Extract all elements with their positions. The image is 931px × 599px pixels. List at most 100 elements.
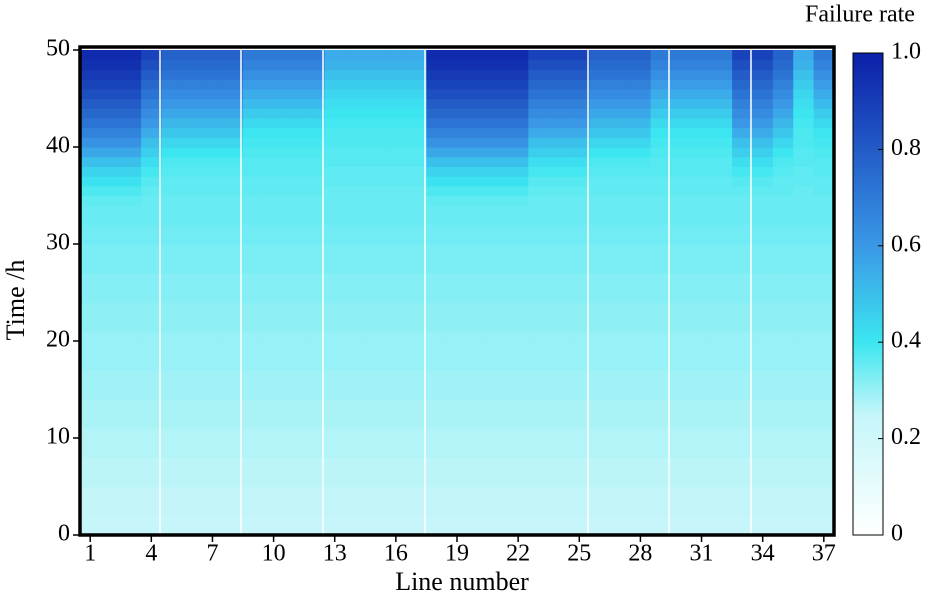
heatmap-cell [569,50,591,61]
heatmap-cell [569,467,591,478]
heatmap-cell [324,50,346,61]
heatmap-cell [263,117,285,129]
heatmap-cell [813,418,835,429]
heatmap-cell [222,457,244,468]
heatmap-cell [630,214,652,226]
heatmap-cell [446,214,468,226]
heatmap-cell [732,302,754,313]
heatmap-cell [161,438,183,449]
heatmap-cell [467,244,489,255]
heatmap-cell [100,331,122,342]
heatmap-cell [426,438,448,449]
heatmap-cell [141,379,163,391]
heatmap-cell [324,408,346,420]
heatmap-cell [772,234,794,245]
heatmap-cell [609,525,631,536]
heatmap-cell [304,399,326,410]
heatmap-cell [793,147,815,158]
heatmap-cell [507,117,529,129]
heatmap-cell [161,127,183,138]
heatmap-cell [161,108,183,119]
heatmap-cell [650,505,672,517]
heatmap-cell [507,156,529,167]
heatmap-cell [691,263,713,274]
heatmap-cell [80,234,101,245]
heatmap-cell [344,234,366,245]
heatmap-cell [589,447,611,458]
heatmap-cell [528,253,550,264]
heatmap-cell [813,408,835,420]
heatmap-cell [120,224,142,235]
heatmap-cell [793,486,815,497]
heatmap-cell [120,515,142,526]
heatmap-cell [324,69,346,80]
heatmap-cell [609,408,631,420]
heatmap-cell [385,156,407,167]
heatmap-cell [141,331,163,342]
heatmap-cell [548,50,570,61]
heatmap-cell [202,486,224,497]
heatmap-cell [446,350,468,361]
heatmap-cell [446,370,468,381]
heatmap-cell [324,496,346,507]
heatmap-cell [406,88,428,100]
heatmap-cell [304,214,326,226]
heatmap-cell [161,69,183,80]
heatmap-cell [772,195,794,206]
heatmap-cell [202,399,224,410]
heatmap-cell [528,98,550,109]
heatmap-cell [507,185,529,197]
heatmap-cell [344,515,366,526]
heatmap-cell [283,166,305,177]
heatmap-cell [446,476,468,488]
heatmap-cell [467,127,489,138]
heatmap-cell [141,137,163,148]
heatmap-cell [793,515,815,526]
heatmap-cell [752,137,774,148]
heatmap-cell [283,292,305,303]
heatmap-cell [243,185,265,197]
heatmap-cell [711,350,733,361]
heatmap-cell [732,331,754,342]
heatmap-cell [507,447,529,458]
heatmap-cell [813,253,835,264]
heatmap-cell [630,166,652,177]
heatmap-cell [752,185,774,197]
heatmap-cell [813,137,835,148]
heatmap-cell [446,467,468,478]
x-tick-label: 16 [384,541,408,567]
heatmap-cell [426,311,448,323]
heatmap-cell [243,331,265,342]
heatmap-cell [548,447,570,458]
heatmap-cell [120,88,142,100]
heatmap-cell [344,166,366,177]
heatmap-cell [243,108,265,119]
heatmap-cell [813,389,835,400]
colorbar-tick-label: 0 [891,521,903,547]
heatmap-cell [120,496,142,507]
heatmap-cell [222,263,244,274]
heatmap-cell [426,428,448,439]
heatmap-cell [548,389,570,400]
heatmap-cell [548,350,570,361]
heatmap-cell [548,195,570,206]
heatmap-cell [589,69,611,80]
heatmap-cell [609,59,631,70]
heatmap-cell [793,263,815,274]
heatmap-cell [426,137,448,148]
heatmap-cell [630,389,652,400]
heatmap-cell [528,408,550,420]
heatmap-cell [569,108,591,119]
heatmap-cell [569,496,591,507]
heatmap-cell [243,302,265,313]
heatmap-cell [793,505,815,517]
heatmap-cell [344,214,366,226]
heatmap-cell [548,137,570,148]
heatmap-cell [813,69,835,80]
heatmap-cell [487,341,509,352]
heatmap-cell [528,399,550,410]
heatmap-cell [80,59,101,70]
heatmap-cell [202,408,224,420]
heatmap-cell [548,341,570,352]
heatmap-cell [772,127,794,138]
